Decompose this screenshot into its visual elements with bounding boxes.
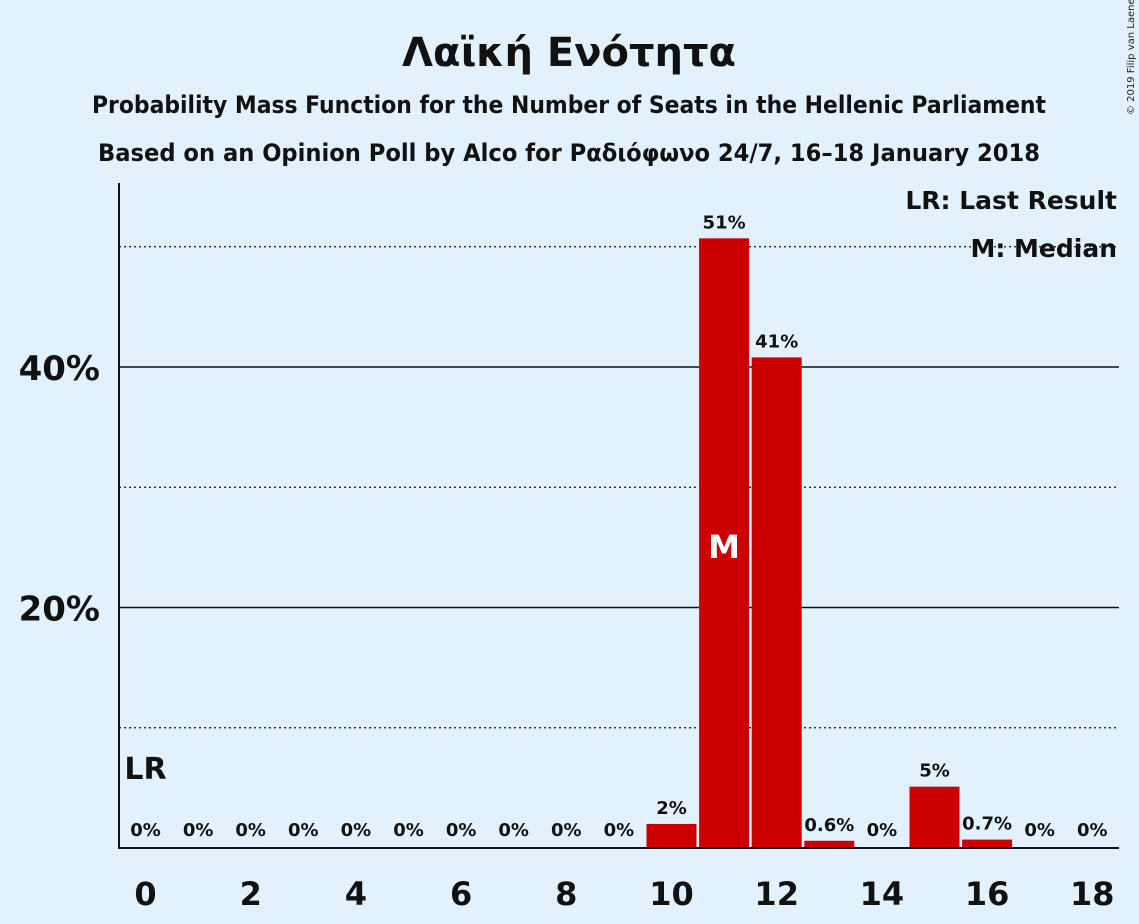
- axes: [118, 183, 1119, 849]
- x-tick-label-8: 8: [555, 875, 577, 913]
- data-label-17: 0%: [1024, 820, 1055, 841]
- gridlines: [119, 246, 1119, 729]
- median-marker: M: [708, 528, 740, 566]
- x-tick-label-18: 18: [1070, 875, 1115, 913]
- chart-subtitle-2: Based on an Opinion Poll by Alco for Ραδ…: [98, 139, 1040, 167]
- data-labels: 0% 0% 0% 0% 0% 0% 0% 0% 0% 0% 2% 51% 41% 0.6% 0% 5% 0.7%…: [130, 212, 1107, 841]
- data-label-0: 0%: [130, 820, 161, 841]
- last-result-marker: LR: [124, 752, 166, 787]
- data-label-4: 0%: [341, 820, 372, 841]
- data-label-13: 0.6%: [804, 815, 854, 836]
- bar-seats-15: [909, 786, 960, 848]
- x-tick-label-14: 14: [860, 875, 905, 913]
- bar-seats-11: [699, 238, 750, 848]
- y-tick-labels: 20% 40%: [19, 349, 100, 630]
- x-tick-label-16: 16: [965, 875, 1010, 913]
- data-label-2: 0%: [235, 820, 266, 841]
- data-label-7: 0%: [498, 820, 529, 841]
- x-tick-labels: 0 2 4 6 8 10 12 14 16 18: [134, 875, 1114, 913]
- legend-median: M: Median: [970, 234, 1117, 263]
- chart-subtitle-1: Probability Mass Function for the Number…: [92, 91, 1046, 119]
- y-tick-label-1: 40%: [19, 349, 100, 389]
- x-tick-label-4: 4: [345, 875, 367, 913]
- data-label-1: 0%: [183, 820, 214, 841]
- data-label-6: 0%: [446, 820, 477, 841]
- data-label-15: 5%: [919, 761, 950, 782]
- bars: [646, 238, 1013, 848]
- copyright-notice: © 2019 Filip van Laenen: [1126, 0, 1137, 115]
- bar-seats-10: [646, 823, 697, 848]
- data-label-16: 0.7%: [962, 814, 1012, 835]
- data-label-18: 0%: [1077, 820, 1108, 841]
- data-label-9: 0%: [604, 820, 635, 841]
- x-tick-label-6: 6: [450, 875, 472, 913]
- x-tick-label-0: 0: [134, 875, 156, 913]
- bar-seats-16: [962, 839, 1013, 848]
- y-tick-label-0: 20%: [19, 590, 100, 630]
- data-label-11: 51%: [703, 212, 746, 233]
- data-label-12: 41%: [755, 331, 798, 352]
- bar-seats-12: [751, 357, 802, 848]
- legend-last-result: LR: Last Result: [905, 186, 1117, 215]
- x-tick-label-2: 2: [240, 875, 262, 913]
- x-tick-label-10: 10: [649, 875, 694, 913]
- data-label-8: 0%: [551, 820, 582, 841]
- data-label-5: 0%: [393, 820, 424, 841]
- x-tick-label-12: 12: [754, 875, 799, 913]
- data-label-3: 0%: [288, 820, 319, 841]
- data-label-14: 0%: [867, 820, 898, 841]
- chart-title: Λαϊκή Ενότητα: [402, 30, 736, 76]
- data-label-10: 2%: [656, 798, 687, 819]
- bar-seats-13: [804, 840, 855, 848]
